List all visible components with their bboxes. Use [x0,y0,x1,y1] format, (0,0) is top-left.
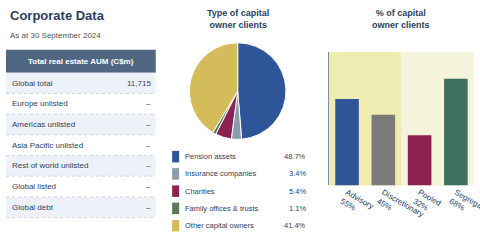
svg-text:Global debt: Global debt [12,203,54,212]
svg-text:5.4%: 5.4% [289,187,306,196]
svg-text:Other capital owners: Other capital owners [185,221,254,230]
svg-text:Global listed: Global listed [12,182,56,191]
svg-text:As at 30 September 2024: As at 30 September 2024 [10,31,101,40]
svg-text:11,715: 11,715 [127,79,151,88]
svg-text:–: – [146,182,151,191]
svg-text:Charities: Charities [185,187,215,196]
svg-text:Type of capitalowner clients: Type of capitalowner clients [207,8,269,30]
svg-text:–: – [146,161,151,170]
svg-text:Americas unlisted: Americas unlisted [12,120,75,129]
svg-text:1.1%: 1.1% [289,204,306,213]
svg-text:Segregated68%: Segregated68% [448,188,480,225]
svg-text:–: – [146,203,151,212]
svg-text:–: – [146,99,151,108]
svg-text:Advisory55%: Advisory55% [339,188,375,220]
svg-text:Rest of world unlisted: Rest of world unlisted [12,161,88,170]
svg-text:Total real estate AUM (C$m): Total real estate AUM (C$m) [28,57,134,66]
svg-text:Europe unlisted: Europe unlisted [12,99,68,108]
svg-text:41.4%: 41.4% [284,221,306,230]
svg-text:Family offices & trusts: Family offices & trusts [185,204,258,213]
svg-text:Corporate Data: Corporate Data [10,8,105,23]
svg-text:Pooled32%: Pooled32% [411,188,442,217]
svg-text:48.7%: 48.7% [284,152,306,161]
svg-text:–: – [146,141,151,150]
svg-text:Pension assets: Pension assets [185,152,236,161]
svg-text:% of capitalowner clients: % of capitalowner clients [372,8,430,30]
svg-text:Insurance companies: Insurance companies [185,169,257,178]
svg-text:Discretionary45%: Discretionary45% [375,188,425,228]
svg-text:Global total: Global total [12,79,53,88]
svg-text:–: – [146,120,151,129]
svg-text:Asia Pacific unlisted: Asia Pacific unlisted [12,141,83,150]
svg-text:3.4%: 3.4% [289,169,306,178]
